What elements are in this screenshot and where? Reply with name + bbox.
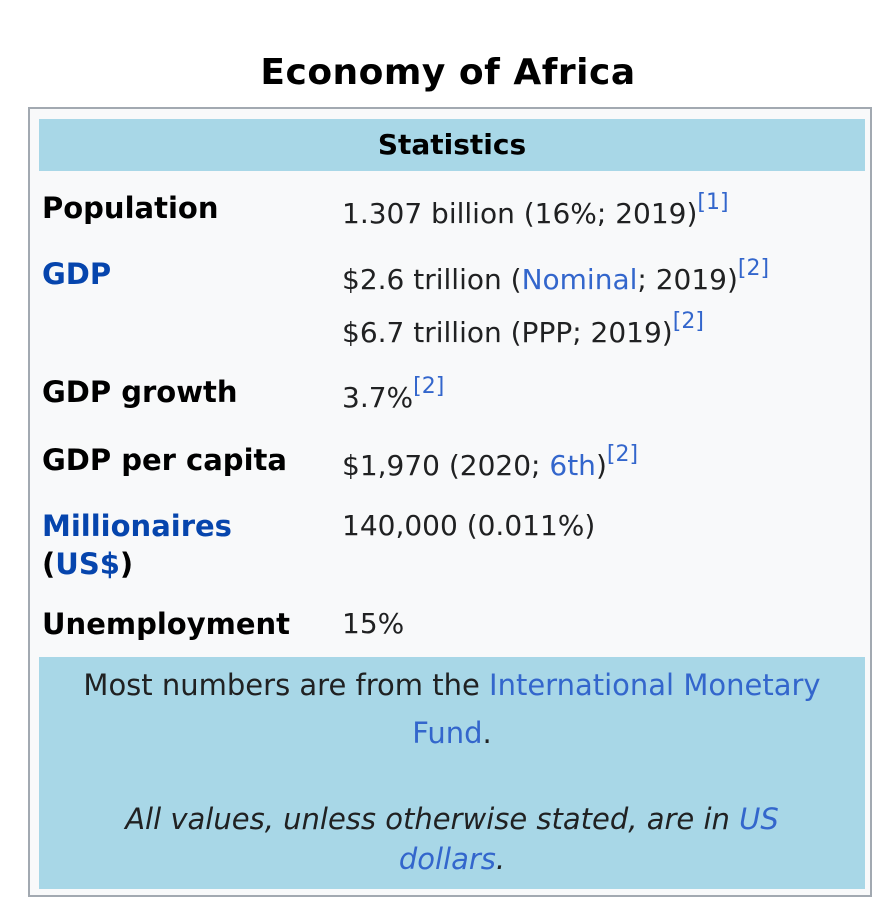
nominal-link[interactable]: Nominal bbox=[521, 263, 638, 296]
footer-source-text: Most numbers are from the bbox=[83, 668, 490, 702]
gdp-ppp-value: $6.7 trillion (PPP; 2019)[2] bbox=[342, 311, 704, 352]
gdp-ppp-ref-link[interactable]: [2] bbox=[672, 309, 704, 334]
gdp-link[interactable]: GDP bbox=[42, 257, 112, 291]
gdp-per-capita-label: GDP per capita bbox=[42, 443, 287, 477]
gdp-nominal-value: $2.6 trillion (Nominal; 2019)[2] bbox=[342, 258, 769, 299]
gdp-nominal-post: ; 2019) bbox=[637, 263, 738, 296]
gdp-label: GDP bbox=[42, 255, 111, 293]
population-value: 1.307 billion (16%; 2019)[1] bbox=[342, 192, 729, 233]
gdp-nominal-ref-link[interactable]: [2] bbox=[737, 256, 770, 281]
gdp-per-capita-value: $1,970 (2020; 6th)[2] bbox=[342, 444, 638, 485]
imf-link-part2[interactable]: Fund bbox=[412, 716, 483, 750]
economy-infobox: Statistics Population 1.307 billion (16%… bbox=[28, 107, 872, 897]
gdp-ppp-text: $6.7 trillion (PPP; 2019) bbox=[342, 316, 673, 349]
millionaires-label-open: ( bbox=[42, 547, 56, 581]
unemployment-label: Unemployment bbox=[42, 607, 291, 641]
imf-link-part1[interactable]: International Monetary bbox=[489, 668, 821, 702]
us-dollar-link[interactable]: US$ bbox=[55, 547, 120, 581]
gdp-nominal-pre: $2.6 trillion ( bbox=[342, 263, 522, 296]
footer-note-text: All values, unless otherwise stated, are… bbox=[125, 802, 740, 836]
infobox-footer: Most numbers are from the International … bbox=[39, 657, 865, 889]
population-text: 1.307 billion (16%; 2019) bbox=[342, 197, 698, 230]
dollars-link[interactable]: dollars bbox=[398, 842, 496, 876]
millionaires-link[interactable]: Millionaires bbox=[42, 509, 232, 543]
gdp-growth-text: 3.7% bbox=[342, 381, 414, 414]
gdp-growth-value: 3.7%[2] bbox=[342, 376, 444, 417]
millionaires-label-close: ) bbox=[119, 547, 134, 581]
footer-source-line1: Most numbers are from the International … bbox=[39, 665, 865, 705]
footer-note-line1: All values, unless otherwise stated, are… bbox=[39, 799, 865, 839]
per-capita-pre: $1,970 (2020; bbox=[342, 449, 550, 482]
footer-source-period: . bbox=[482, 716, 492, 750]
per-capita-post: ) bbox=[595, 449, 607, 482]
gdp-per-capita-ref-link[interactable]: [2] bbox=[606, 442, 639, 467]
gdp-growth-label: GDP growth bbox=[42, 375, 238, 409]
population-ref-link[interactable]: [1] bbox=[697, 190, 729, 215]
millionaires-label: Millionaires (US$) bbox=[42, 507, 232, 583]
gdp-growth-ref-link[interactable]: [2] bbox=[413, 374, 445, 399]
footer-note-line2: dollars. bbox=[39, 839, 865, 879]
rank-6th-link[interactable]: 6th bbox=[549, 449, 596, 482]
unemployment-value: 15% bbox=[342, 607, 405, 640]
footer-note-period: . bbox=[495, 842, 506, 876]
statistics-header: Statistics bbox=[39, 119, 865, 171]
us-link[interactable]: US bbox=[739, 802, 779, 836]
footer-source-line2: Fund. bbox=[39, 713, 865, 753]
millionaires-value: 140,000 (0.011%) bbox=[342, 509, 596, 542]
infobox-caption: Economy of Africa bbox=[260, 52, 636, 93]
population-label: Population bbox=[42, 191, 219, 225]
